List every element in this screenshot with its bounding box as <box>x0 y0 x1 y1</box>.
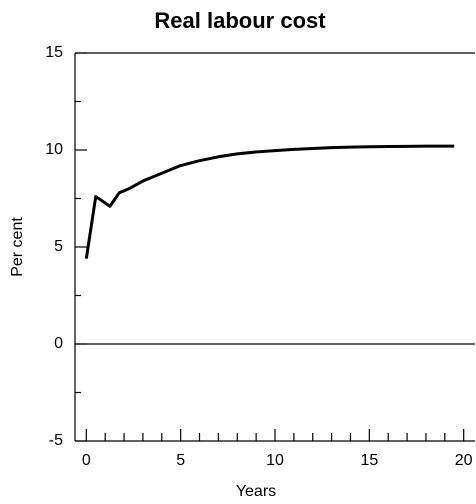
x-tick-label: 10 <box>266 452 284 469</box>
line-series <box>84 144 455 259</box>
y-tick-label: 15 <box>45 44 63 61</box>
x-tick-label: 0 <box>82 452 91 469</box>
y-tick-label: -5 <box>49 432 63 449</box>
x-tick-label: 5 <box>176 452 185 469</box>
y-axis-label: Per cent <box>9 217 26 277</box>
x-tick-label: 20 <box>455 452 473 469</box>
x-axis-label: Years <box>236 483 276 500</box>
x-tick-label: 15 <box>360 452 378 469</box>
y-tick-label: 0 <box>54 335 63 352</box>
y-tick-label: 5 <box>54 238 63 255</box>
chart-title: Real labour cost <box>154 8 326 33</box>
y-tick-label: 10 <box>45 141 63 158</box>
